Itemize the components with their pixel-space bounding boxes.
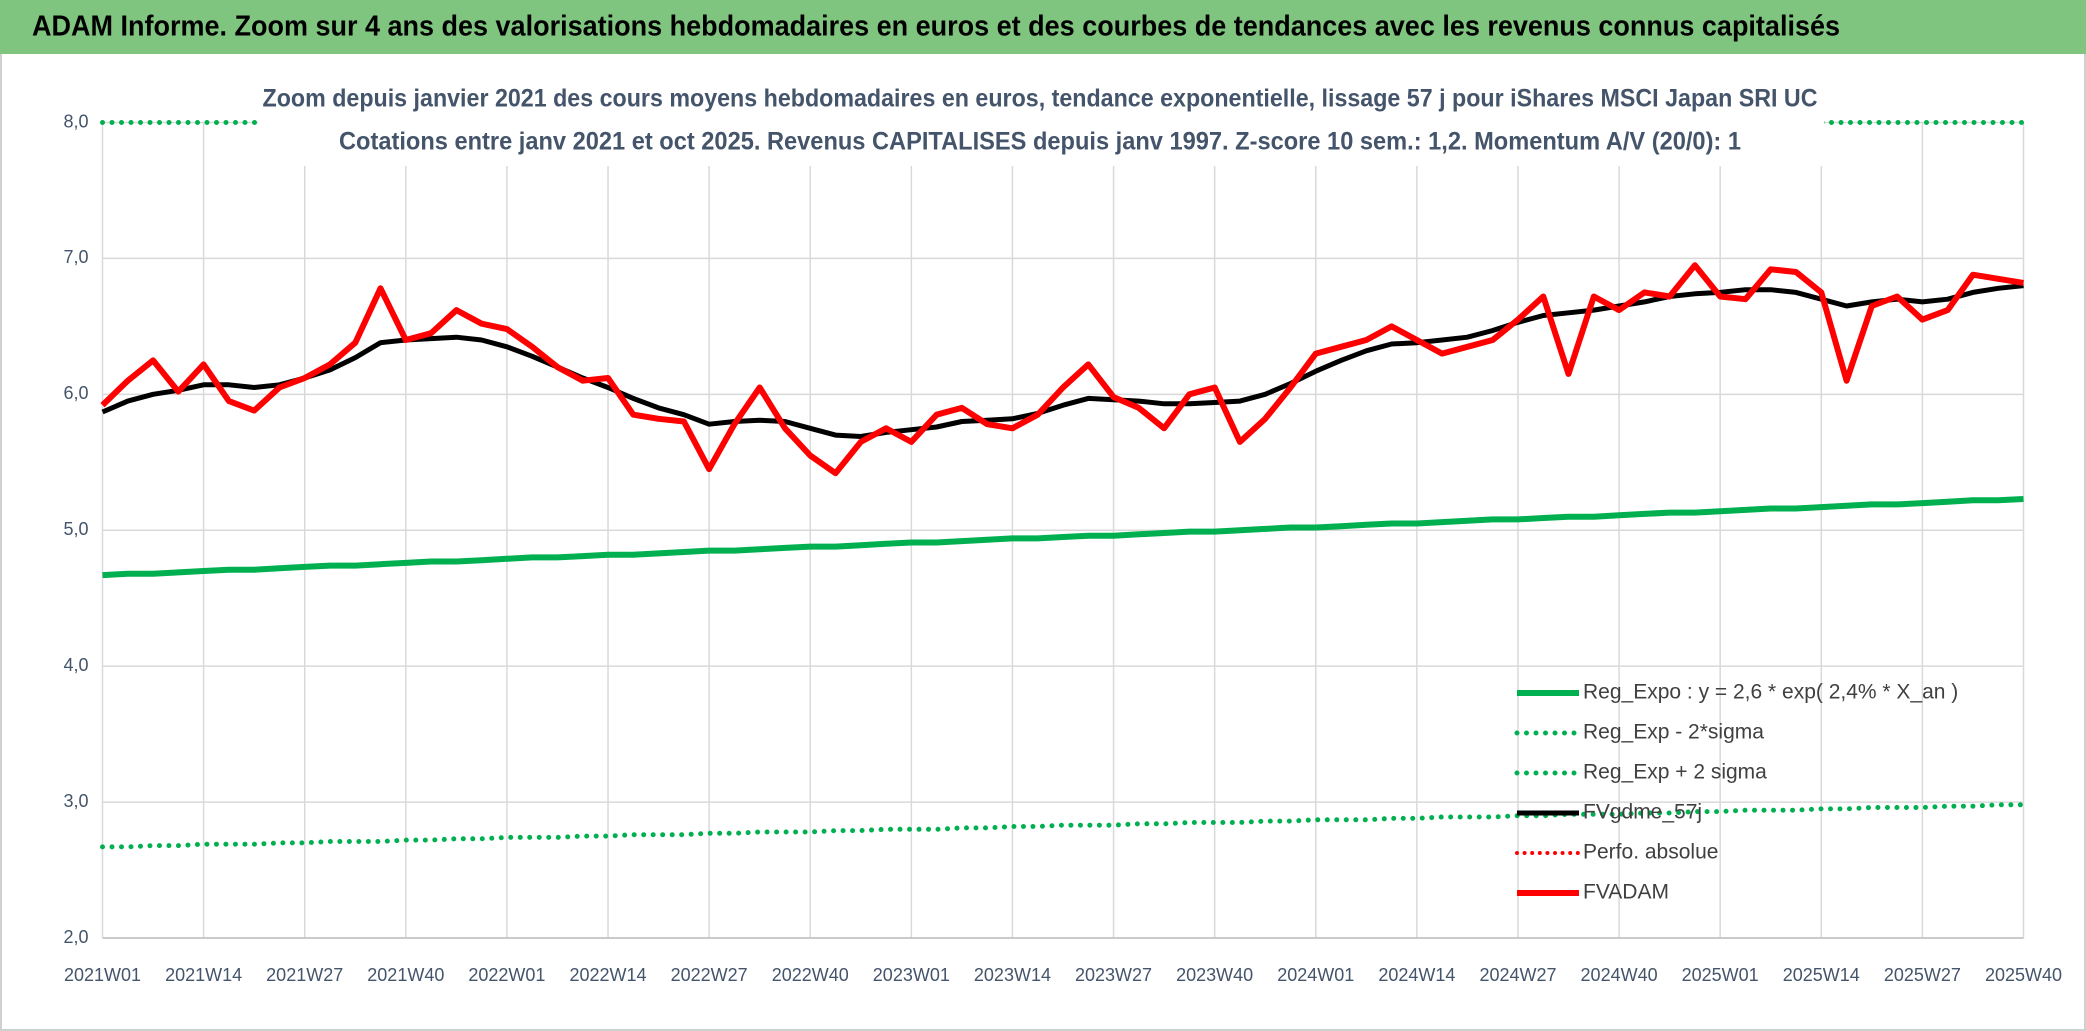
legend-label: FVgdme_57j — [1583, 801, 1702, 824]
x-tick-label: 2021W40 — [367, 965, 444, 985]
y-tick-label: 6,0 — [63, 383, 88, 403]
x-tick-label: 2023W14 — [974, 965, 1051, 985]
x-tick-label: 2022W40 — [772, 965, 849, 985]
legend-label: FVADAM — [1583, 881, 1669, 904]
y-tick-label: 3,0 — [63, 791, 88, 811]
x-tick-label: 2022W27 — [671, 965, 748, 985]
header-title: ADAM Informe. Zoom sur 4 ans des valoris… — [32, 11, 1840, 43]
x-tick-label: 2022W01 — [468, 965, 545, 985]
header-bar — [0, 0, 2086, 54]
y-tick-label: 5,0 — [63, 519, 88, 539]
x-tick-label: 2024W27 — [1479, 965, 1556, 985]
x-tick-label: 2021W14 — [165, 965, 242, 985]
legend-label: Reg_Expo : y = 2,6 * exp( 2,4% * X_an ) — [1583, 681, 1958, 704]
legend-label: Reg_Exp - 2*sigma — [1583, 721, 1764, 744]
x-tick-label: 2024W01 — [1277, 965, 1354, 985]
series-line — [101, 283, 2024, 439]
title-background — [258, 78, 1824, 166]
x-tick-label: 2022W14 — [569, 965, 646, 985]
x-tick-label: 2023W27 — [1075, 965, 1152, 985]
x-tick-label: 2021W01 — [64, 965, 141, 985]
y-tick-label: 7,0 — [63, 247, 88, 267]
x-tick-label: 2025W40 — [1985, 965, 2062, 985]
series-line — [102, 496, 2024, 579]
series-line — [100, 802, 2026, 850]
x-tick-label: 2025W01 — [1682, 965, 1759, 985]
chart-title: Zoom depuis janvier 2021 des cours moyen… — [263, 85, 1818, 113]
x-tick-label: 2024W14 — [1378, 965, 1455, 985]
x-tick-label: 2025W27 — [1884, 965, 1961, 985]
x-tick-label: 2025W14 — [1783, 965, 1860, 985]
x-tick-label: 2024W40 — [1581, 965, 1658, 985]
x-tick-label: 2023W01 — [873, 965, 950, 985]
legend-label: Reg_Exp + 2 sigma — [1583, 761, 1767, 784]
chart-subtitle: Cotations entre janv 2021 et oct 2025. R… — [339, 128, 1741, 156]
x-tick-label: 2021W27 — [266, 965, 343, 985]
y-tick-label: 8,0 — [63, 111, 88, 131]
x-tick-label: 2023W40 — [1176, 965, 1253, 985]
series-line — [100, 262, 2024, 477]
y-tick-label: 4,0 — [63, 655, 88, 675]
y-tick-label: 2,0 — [63, 927, 88, 947]
legend-label: Perfo. absolue — [1583, 841, 1718, 864]
